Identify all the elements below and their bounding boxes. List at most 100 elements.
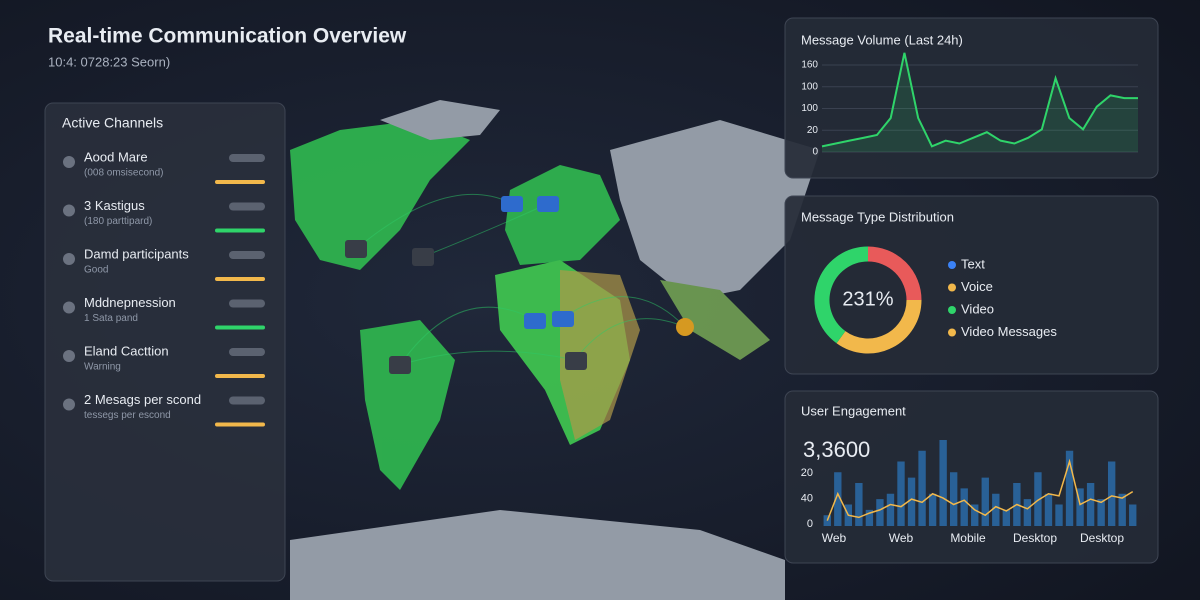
engagement-bar [886, 493, 895, 526]
legend-swatch [948, 328, 956, 337]
engagement-bar [992, 493, 1000, 526]
engagement-title: User Engagement [801, 403, 906, 418]
africa-east [560, 270, 640, 440]
engagement-bar [1023, 499, 1032, 526]
legend-swatch [948, 306, 956, 314]
channel-status-bar [215, 374, 265, 378]
engagement-bar [928, 493, 937, 526]
engagement-bar [1076, 488, 1084, 526]
channel-bullet [63, 204, 75, 217]
channel-name: Aood Mare [84, 149, 148, 164]
legend-label: Video [961, 301, 994, 316]
south-asia [660, 280, 770, 360]
y-tick-label: 40 [801, 492, 813, 504]
channel-pill [229, 154, 265, 162]
legend-label: Text [961, 256, 985, 271]
legend-swatch [948, 283, 956, 292]
engagement-bar [1097, 499, 1105, 526]
connection-lines [354, 193, 686, 366]
engagement-bar [1055, 504, 1063, 526]
asia [610, 120, 820, 300]
channel-bullet [63, 398, 75, 411]
engagement-bar [907, 477, 916, 526]
channel-status-bar [215, 228, 265, 233]
channel-bullet [63, 156, 75, 168]
volume-line [821, 52, 1138, 148]
channel-bullet [63, 350, 75, 362]
video-icons [345, 196, 694, 374]
engagement-bar [855, 483, 863, 526]
distribution-panel [784, 195, 1159, 375]
channel-status-bar [215, 180, 265, 184]
engagement-bar [960, 488, 968, 526]
donut-segment [836, 299, 922, 354]
channel-detail: Warning [84, 362, 121, 373]
engagement-bar [939, 440, 947, 526]
europe [505, 165, 620, 265]
distribution-title: Message Type Distribution [801, 209, 954, 224]
y-tick-label: 20 [801, 467, 813, 479]
page-subtitle: 10:4: 0728:23 Seorn) [48, 54, 170, 69]
channel-name: 3 Kastigus [84, 198, 145, 213]
north-america [290, 120, 470, 270]
y-tick-label: 20 [807, 125, 819, 136]
channel-pill [229, 348, 265, 356]
channel-name: Eland Cacttion [84, 343, 169, 358]
engagement-bar [865, 509, 874, 526]
engagement-bar [876, 499, 884, 526]
antarctica [290, 510, 785, 600]
y-tick-label: 160 [801, 60, 818, 71]
engagement-bar [1065, 450, 1074, 526]
engagement-bar [918, 450, 926, 526]
world-map [290, 100, 820, 600]
channel-detail: 1 Sata pand [84, 313, 138, 324]
channels-title: Active Channels [62, 115, 163, 131]
engagement-line [826, 458, 1134, 521]
channel-bullet [63, 301, 75, 314]
engagement-bar [1086, 483, 1095, 526]
y-tick-label: 100 [801, 81, 818, 92]
legend-label: Video Messages [961, 324, 1057, 339]
x-tick-label: Web [889, 531, 914, 545]
channel-pill [229, 299, 265, 308]
engagement-bar [1034, 472, 1042, 526]
engagement-bar [949, 472, 958, 526]
distribution-center: 231% [842, 288, 893, 310]
x-tick-label: Desktop [1013, 531, 1057, 545]
channel-detail: (008 omsisecond) [84, 168, 163, 179]
channel-detail: (180 parttipard) [84, 216, 152, 227]
engagement-bar [1002, 509, 1011, 526]
volume-panel [784, 17, 1159, 179]
channels-panel [44, 102, 286, 582]
volume-area [822, 52, 1138, 153]
channel-detail: tessegs per escond [84, 410, 171, 421]
channel-bullet [63, 253, 75, 265]
x-tick-label: Desktop [1080, 531, 1124, 545]
engagement-bar [1118, 493, 1126, 526]
legend-label: Voice [961, 279, 993, 294]
y-tick-label: 0 [812, 147, 818, 158]
south-america [360, 320, 455, 490]
x-tick-label: Web [822, 531, 847, 545]
channel-status-bar [215, 422, 265, 427]
y-tick-label: 100 [801, 103, 818, 114]
volume-title: Message Volume (Last 24h) [801, 32, 963, 47]
engagement-bar [971, 504, 979, 526]
x-tick-label: Mobile [950, 531, 986, 545]
channel-detail: Good [84, 265, 108, 276]
donut-segment [814, 246, 869, 344]
channel-name: 2 Mesags per scond [84, 392, 201, 407]
channel-name: Damd participants [84, 246, 189, 261]
channel-pill [229, 202, 265, 211]
engagement-bar [1107, 461, 1116, 526]
engagement-bar [1129, 504, 1137, 526]
legend-swatch [948, 261, 956, 269]
engagement-bar [897, 461, 905, 526]
channel-name: Mddnepnession [84, 295, 176, 310]
channel-status-bar [215, 325, 265, 330]
engagement-total: 3,3600 [803, 437, 870, 462]
engagement-bar [834, 472, 842, 526]
channel-status-bar [215, 277, 265, 281]
